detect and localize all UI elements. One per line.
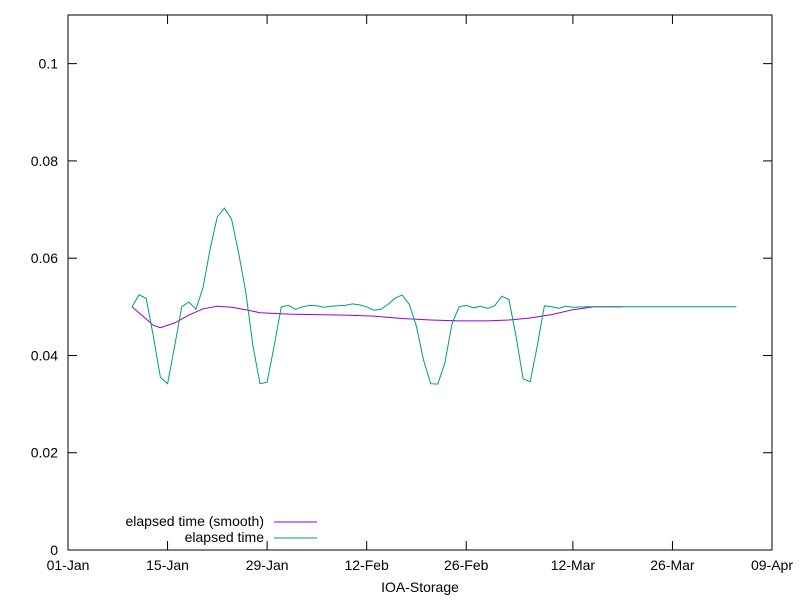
y-axis: 0 0.02 0.04 0.06 0.08 0.1	[31, 56, 772, 558]
series-line-0	[131, 305, 623, 329]
x-axis: 01-Jan 15-Jan 29-Jan 12-Feb 26-Feb 12-Mar 26-M…	[47, 15, 793, 573]
legend: elapsed time (smooth)elapsed time	[125, 513, 317, 545]
x-tick-label: 12-Mar	[551, 557, 596, 573]
x-tick-label: 12-Feb	[344, 557, 389, 573]
y-tick-label: 0.08	[31, 153, 58, 169]
legend-label: elapsed time (smooth)	[125, 513, 264, 529]
series-layer	[131, 207, 737, 385]
x-tick-label: 09-Apr	[751, 557, 793, 573]
y-tick-label: 0.02	[31, 445, 58, 461]
x-tick-label: 15-Jan	[146, 557, 189, 573]
x-tick-label: 01-Jan	[47, 557, 90, 573]
y-tick-label: 0.06	[31, 250, 58, 266]
y-tick-label: 0	[50, 542, 58, 558]
x-tick-label: 26-Feb	[444, 557, 489, 573]
legend-label: elapsed time	[185, 529, 265, 545]
x-tick-label: 26-Mar	[650, 557, 695, 573]
y-tick-label: 0.1	[39, 56, 59, 72]
x-tick-label: 29-Jan	[246, 557, 289, 573]
y-tick-label: 0.04	[31, 347, 58, 363]
plot-frame	[67, 14, 773, 551]
x-axis-title: IOA-Storage	[381, 579, 459, 595]
series-line-1	[131, 207, 737, 385]
